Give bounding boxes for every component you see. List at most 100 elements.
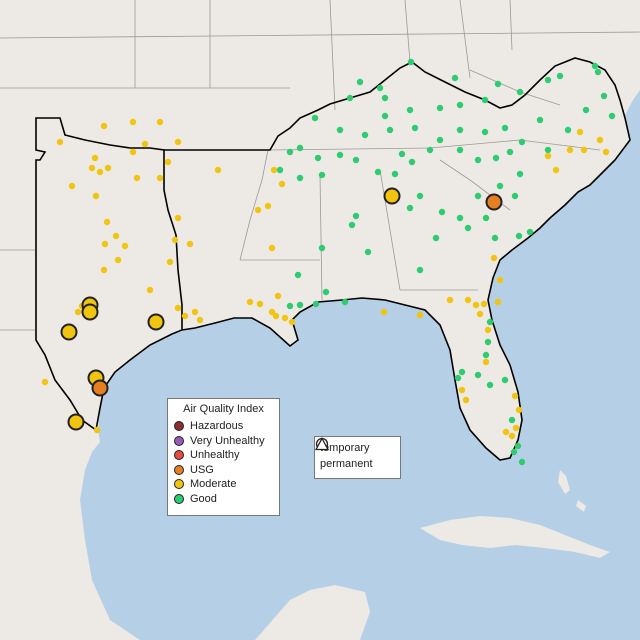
site-marker-moderate[interactable] (174, 304, 182, 312)
site-marker-moderate[interactable] (171, 236, 179, 244)
site-marker-moderate[interactable] (133, 174, 141, 182)
site-marker-good[interactable] (398, 150, 406, 158)
site-marker-good[interactable] (346, 94, 354, 102)
site-marker-moderate[interactable] (112, 232, 120, 240)
site-marker-good[interactable] (482, 214, 490, 222)
site-marker-good[interactable] (600, 92, 608, 100)
site-marker-good[interactable] (481, 128, 489, 136)
site-marker-moderate[interactable] (91, 154, 99, 162)
site-marker-moderate[interactable] (480, 300, 488, 308)
site-marker-good[interactable] (516, 88, 524, 96)
site-marker-moderate[interactable] (596, 136, 604, 144)
site-marker-good[interactable] (456, 101, 464, 109)
site-marker-moderate[interactable] (576, 128, 584, 136)
site-marker-good[interactable] (510, 448, 518, 456)
site-marker-good[interactable] (486, 318, 494, 326)
site-marker-good[interactable] (296, 174, 304, 182)
site-marker-good[interactable] (386, 126, 394, 134)
site-marker-moderate[interactable] (254, 206, 262, 214)
site-marker-moderate[interactable] (92, 192, 100, 200)
site-marker-good[interactable] (426, 146, 434, 154)
site-marker-moderate[interactable] (458, 386, 466, 394)
site-marker-good[interactable] (456, 214, 464, 222)
site-marker-moderate[interactable] (101, 240, 109, 248)
site-marker-moderate[interactable] (515, 406, 523, 414)
site-marker-good[interactable] (381, 112, 389, 120)
site-marker-good[interactable] (474, 371, 482, 379)
site-marker-good[interactable] (336, 126, 344, 134)
site-marker-good[interactable] (336, 151, 344, 159)
site-marker-moderate[interactable] (114, 256, 122, 264)
site-marker-moderate[interactable] (490, 254, 498, 262)
site-marker-moderate[interactable] (270, 166, 278, 174)
site-marker-moderate-large[interactable] (383, 187, 401, 205)
site-marker-good[interactable] (492, 154, 500, 162)
site-marker-good[interactable] (376, 84, 384, 92)
site-marker-moderate[interactable] (141, 140, 149, 148)
site-marker-moderate[interactable] (268, 308, 276, 316)
site-marker-good[interactable] (594, 68, 602, 76)
site-marker-moderate[interactable] (41, 378, 49, 386)
site-marker-good[interactable] (454, 374, 462, 382)
site-marker-moderate[interactable] (164, 158, 172, 166)
site-marker-good[interactable] (464, 224, 472, 232)
site-marker-moderate[interactable] (256, 300, 264, 308)
site-marker-good[interactable] (514, 442, 522, 450)
site-marker-moderate[interactable] (74, 308, 82, 316)
site-marker-moderate[interactable] (100, 122, 108, 130)
site-marker-moderate[interactable] (281, 314, 289, 322)
site-marker-moderate[interactable] (56, 138, 64, 146)
site-marker-moderate[interactable] (566, 146, 574, 154)
site-marker-good[interactable] (352, 212, 360, 220)
site-marker-moderate[interactable] (93, 426, 101, 434)
site-marker-moderate[interactable] (484, 326, 492, 334)
site-marker-moderate[interactable] (580, 146, 588, 154)
site-marker-good[interactable] (361, 131, 369, 139)
site-marker-moderate[interactable] (103, 218, 111, 226)
site-marker-moderate[interactable] (502, 428, 510, 436)
site-marker-moderate[interactable] (186, 240, 194, 248)
site-marker-good[interactable] (458, 368, 466, 376)
site-marker-good[interactable] (482, 351, 490, 359)
site-marker-good[interactable] (286, 302, 294, 310)
site-marker-moderate[interactable] (462, 396, 470, 404)
site-marker-good[interactable] (294, 271, 302, 279)
site-marker-moderate[interactable] (214, 166, 222, 174)
site-marker-good[interactable] (494, 80, 502, 88)
site-marker-good[interactable] (526, 228, 534, 236)
site-marker-moderate[interactable] (121, 242, 129, 250)
site-marker-moderate[interactable] (482, 358, 490, 366)
site-marker-moderate[interactable] (496, 276, 504, 284)
site-marker-moderate[interactable] (129, 118, 137, 126)
site-marker-good[interactable] (484, 338, 492, 346)
site-marker-moderate[interactable] (191, 308, 199, 316)
site-marker-good[interactable] (481, 96, 489, 104)
site-marker-moderate[interactable] (174, 138, 182, 146)
site-marker-good[interactable] (544, 76, 552, 84)
site-marker-good[interactable] (352, 156, 360, 164)
site-marker-good[interactable] (518, 138, 526, 146)
site-marker-moderate[interactable] (156, 118, 164, 126)
site-marker-moderate[interactable] (278, 180, 286, 188)
site-marker-good[interactable] (318, 244, 326, 252)
site-marker-good[interactable] (322, 288, 330, 296)
site-marker-moderate[interactable] (88, 164, 96, 172)
site-marker-good[interactable] (406, 204, 414, 212)
site-marker-good[interactable] (451, 74, 459, 82)
site-marker-moderate[interactable] (416, 311, 424, 319)
site-marker-good[interactable] (516, 170, 524, 178)
site-marker-good[interactable] (364, 248, 372, 256)
site-marker-moderate[interactable] (602, 148, 610, 156)
site-marker-good[interactable] (515, 232, 523, 240)
site-marker-moderate[interactable] (246, 298, 254, 306)
site-marker-good[interactable] (474, 156, 482, 164)
site-marker-good[interactable] (391, 170, 399, 178)
site-marker-good[interactable] (314, 154, 322, 162)
site-marker-good[interactable] (536, 116, 544, 124)
site-marker-good[interactable] (456, 126, 464, 134)
site-marker-good[interactable] (381, 94, 389, 102)
site-marker-moderate[interactable] (472, 301, 480, 309)
site-marker-good[interactable] (491, 234, 499, 242)
site-marker-moderate[interactable] (476, 310, 484, 318)
site-marker-good[interactable] (436, 136, 444, 144)
